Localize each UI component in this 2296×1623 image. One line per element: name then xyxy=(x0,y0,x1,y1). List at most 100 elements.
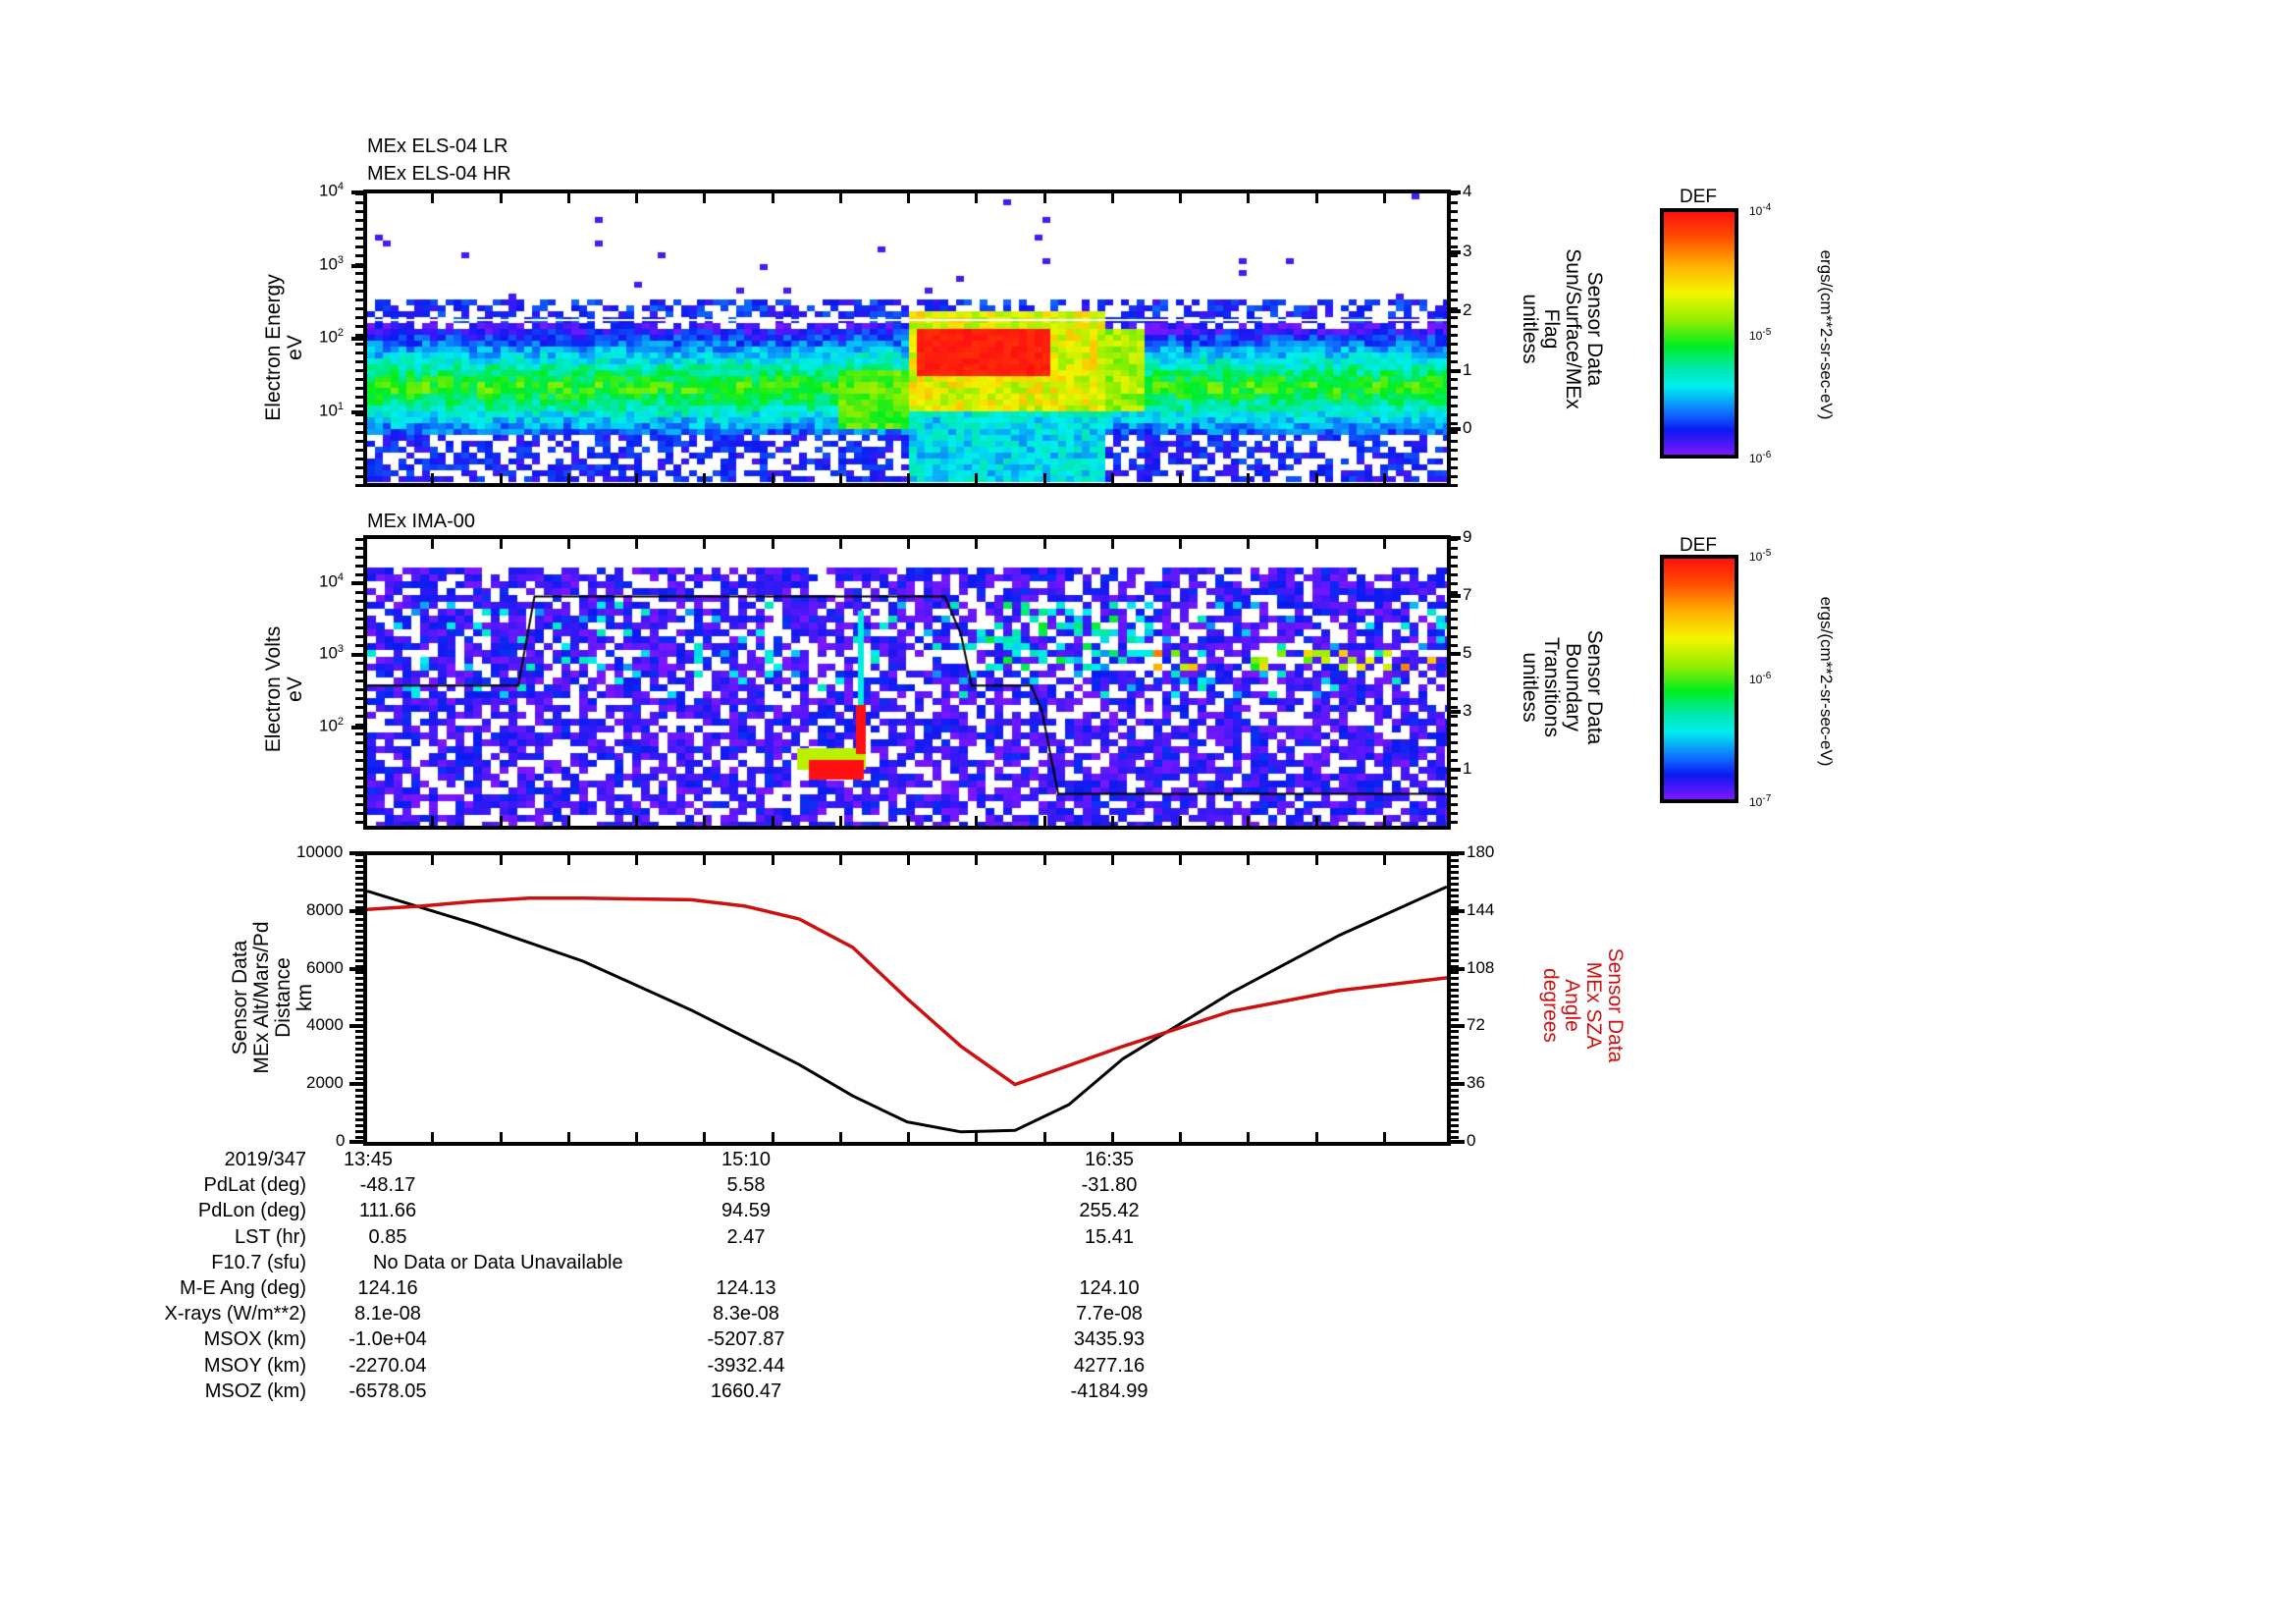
y-tick-label: 10000 xyxy=(296,842,344,861)
right-tick-label: 5 xyxy=(1463,643,1472,662)
y-minor-tick xyxy=(355,352,365,354)
right-minor-tick xyxy=(1449,724,1458,727)
sza-line xyxy=(367,896,1447,1087)
x-tick-bottom xyxy=(635,1132,638,1142)
x-tick-top xyxy=(566,539,570,549)
y-minor-tick xyxy=(355,912,365,915)
x-tick-top xyxy=(499,539,503,549)
y-minor-tick xyxy=(355,894,365,897)
y-minor-tick xyxy=(355,777,365,780)
y-minor-tick xyxy=(355,989,365,992)
right-tick-label: 7 xyxy=(1463,585,1472,604)
y-major-tick xyxy=(349,908,365,913)
right-minor-tick xyxy=(1449,1083,1459,1086)
ephemeris-row-label-box: MSOZ (km) xyxy=(0,1380,306,1404)
y-minor-tick xyxy=(355,959,365,962)
ephemeris-row-label: MSOY (km) xyxy=(203,1354,306,1377)
ephemeris-value: 4277.16 xyxy=(1073,1354,1146,1377)
ion-spectrogram-panel xyxy=(363,535,1451,830)
x-tick-bottom xyxy=(566,816,570,826)
right-minor-tick xyxy=(1449,679,1458,682)
right-minor-tick xyxy=(1449,431,1458,434)
y-minor-tick xyxy=(355,1024,365,1027)
p3-rlabel-3: degrees xyxy=(1539,968,1562,1043)
right-minor-tick xyxy=(1449,889,1459,892)
right-minor-tick xyxy=(1449,671,1458,674)
y-minor-tick xyxy=(355,573,365,576)
x-tick-bottom xyxy=(771,473,774,483)
p2-rlabel-2: Transitions xyxy=(1540,637,1563,737)
right-minor-tick xyxy=(1449,662,1458,665)
panel1-ylabel-line2: eV xyxy=(284,335,306,360)
x-tick-bottom xyxy=(431,1132,435,1142)
right-minor-tick xyxy=(1449,688,1458,691)
right-minor-tick xyxy=(1449,396,1458,399)
y-minor-tick xyxy=(355,1065,365,1068)
right-minor-tick xyxy=(1449,484,1458,487)
x-tick-bottom xyxy=(1382,816,1386,826)
y-minor-tick xyxy=(355,883,365,886)
right-minor-tick xyxy=(1449,983,1459,986)
x-tick-top xyxy=(907,855,910,865)
colorbar1-mid-label: 10-5 xyxy=(1749,327,1772,343)
x-tick-bottom xyxy=(703,816,707,826)
y-major-tick xyxy=(351,726,365,730)
x-tick-bottom xyxy=(499,473,503,483)
right-minor-tick xyxy=(1449,777,1458,780)
y-minor-tick xyxy=(355,768,365,771)
x-tick-top xyxy=(771,193,774,203)
right-minor-tick xyxy=(1449,1018,1459,1021)
x-tick-top xyxy=(838,539,842,549)
y-minor-tick xyxy=(355,1036,365,1039)
x-tick-top xyxy=(771,539,774,549)
colorbar2-title: DEF xyxy=(1680,535,1717,556)
x-tick-bottom xyxy=(907,1132,910,1142)
right-minor-tick xyxy=(1449,475,1458,478)
y-minor-tick xyxy=(355,254,365,257)
y-minor-tick xyxy=(355,609,365,612)
ephemeris-row-label-box: MSOX (km) xyxy=(0,1328,306,1352)
x-tick-bottom xyxy=(566,473,570,483)
right-minor-tick xyxy=(1449,989,1459,992)
ephemeris-value: -48.17 xyxy=(359,1174,416,1197)
right-minor-tick xyxy=(1449,290,1458,293)
x-tick-bottom xyxy=(975,473,979,483)
y-minor-tick xyxy=(355,360,365,363)
colorbar1-top-label: 10-4 xyxy=(1749,202,1772,218)
right-minor-tick xyxy=(1449,794,1458,797)
ephemeris-value: 8.1e-08 xyxy=(354,1303,421,1325)
right-minor-tick xyxy=(1449,947,1459,950)
right-minor-tick xyxy=(1449,387,1458,390)
right-minor-tick xyxy=(1449,732,1458,735)
x-tick-top xyxy=(1042,855,1046,865)
right-minor-tick xyxy=(1449,237,1458,240)
ephemeris-row-label-box: MSOY (km) xyxy=(0,1355,306,1379)
x-tick-top xyxy=(1042,193,1046,203)
x-tick-bottom xyxy=(1247,473,1251,483)
x-tick-top xyxy=(431,855,435,865)
right-minor-tick xyxy=(1449,865,1459,868)
right-minor-tick xyxy=(1449,1042,1459,1045)
y-minor-tick xyxy=(355,192,365,195)
y-minor-tick xyxy=(355,1130,365,1133)
right-minor-tick xyxy=(1449,272,1458,275)
right-minor-tick xyxy=(1449,883,1459,886)
y-minor-tick xyxy=(355,440,365,443)
ephemeris-table: 2019/347 13:45 15:10 16:35 PdLat (deg) -48.17… xyxy=(0,1149,2296,1443)
y-minor-tick xyxy=(355,263,365,266)
right-minor-tick xyxy=(1449,644,1458,647)
right-minor-tick xyxy=(1449,591,1458,594)
right-minor-tick xyxy=(1449,936,1459,939)
y-minor-tick xyxy=(355,618,365,621)
x-tick-top xyxy=(703,193,707,203)
ephemeris-row-label: MSOZ (km) xyxy=(204,1380,306,1402)
right-minor-tick xyxy=(1449,853,1459,856)
colorbar1-title: DEF xyxy=(1680,187,1717,207)
p3-rlabel-1: MEx SZA xyxy=(1582,961,1605,1050)
right-minor-tick xyxy=(1449,812,1458,815)
y-minor-tick xyxy=(355,977,365,980)
right-tick-label: 2 xyxy=(1463,299,1472,319)
x-tick-top xyxy=(566,855,570,865)
x-tick-bottom xyxy=(907,816,910,826)
x-tick-bottom xyxy=(703,473,707,483)
